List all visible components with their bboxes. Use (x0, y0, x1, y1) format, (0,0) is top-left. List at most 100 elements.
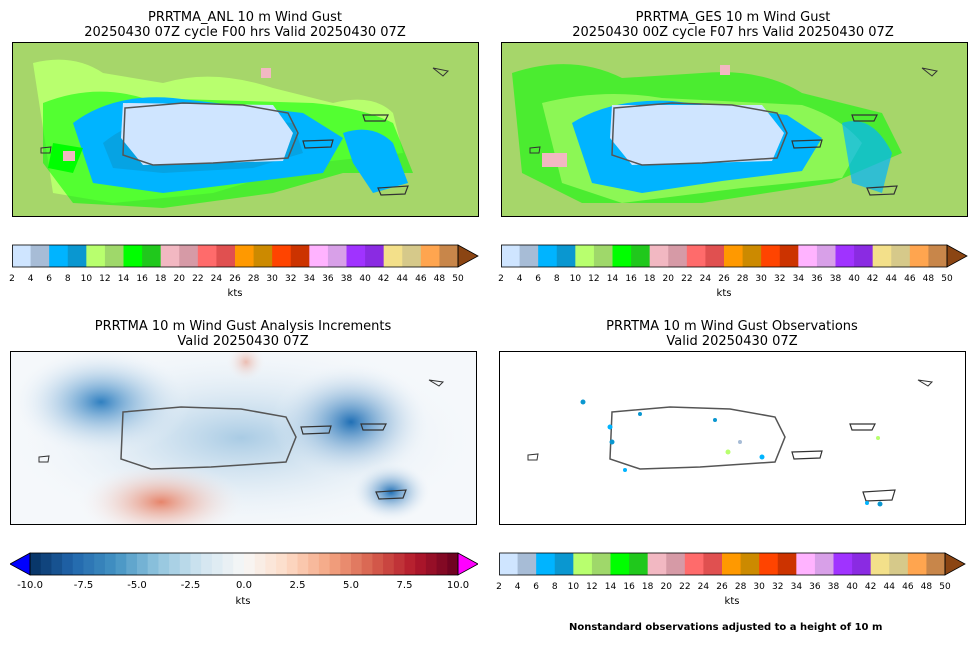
colorbar-swatch (393, 553, 405, 575)
colorbar-tick-label: 2 (9, 274, 15, 284)
colorbar-swatch (190, 553, 202, 575)
colorbar-tick-label: 16 (136, 274, 148, 284)
colorbar-tick-label: 2 (496, 582, 502, 592)
colorbar-swatch (318, 553, 330, 575)
colorbar-swatch (49, 245, 69, 267)
colorbar-tick-label: 8 (553, 274, 560, 284)
colorbar-tick-label: 46 (415, 274, 427, 284)
colorbar-swatch (759, 553, 779, 575)
colorbar-tick-label: 34 (790, 582, 803, 592)
colorbar-outline (499, 552, 946, 576)
colorbar-swatch (123, 245, 143, 267)
colorbar-tick-label: 36 (322, 274, 334, 284)
colorbar-swatch (290, 245, 310, 267)
colorbar-tick-label: 32 (285, 274, 297, 284)
colorbar-swatch (909, 245, 929, 267)
colorbar-swatch (854, 245, 874, 267)
colorbar-swatch (649, 245, 669, 267)
colorbar-swatch (740, 553, 760, 575)
colorbar-swatch (51, 553, 63, 575)
colorbar-tick-label: 22 (681, 274, 693, 284)
colorbar-tick-label: 48 (920, 582, 933, 592)
colorbar-swatch (889, 553, 909, 575)
colorbar-swatch (631, 245, 651, 267)
colorbar-tick-label: 4 (514, 582, 521, 592)
anl-map-field (13, 43, 478, 216)
colorbar-tick-label: 22 (192, 274, 204, 284)
colorbar-swatch (30, 245, 50, 267)
colorbar-swatch (197, 245, 217, 267)
obs-colorbar-ticks: 2 4 6 8 10 12 14 16 18 20 22 24 26 28 30 32 34 36 38 40 42 44… (496, 582, 951, 594)
colorbar-tick-label: 26 (718, 274, 730, 284)
colorbar-swatch (519, 245, 539, 267)
colorbar-swatch (610, 553, 630, 575)
colorbar-swatch (83, 553, 95, 575)
colorbar-tick-label: 36 (809, 582, 821, 592)
colorbar-swatch (798, 245, 818, 267)
colorbar-swatch (115, 553, 127, 575)
colorbar-swatch (647, 553, 667, 575)
colorbar-swatch (666, 553, 686, 575)
colorbar-swatch (327, 245, 347, 267)
colorbar-swatch (517, 553, 537, 575)
colorbar-tick-label: 5.0 (343, 580, 359, 591)
colorbar-swatch (928, 245, 948, 267)
colorbar-swatch (593, 245, 613, 267)
colorbar-tick-label: 40 (359, 274, 371, 284)
anl-map (12, 42, 479, 217)
ges-map (501, 42, 968, 217)
colorbar-swatch (724, 245, 743, 267)
colorbar-swatch (447, 553, 459, 575)
colorbar-swatch (779, 245, 799, 267)
colorbar-outline (29, 552, 459, 576)
colorbar-tick-label: 48 (922, 274, 935, 284)
colorbar-tick-label: 10 (80, 274, 93, 284)
colorbar-swatch (126, 553, 138, 575)
anl-colorbar: 2 4 6 8 10 12 14 16 18 20 22 24 26 28 30 32 34 36 38 40 42 44… (9, 244, 481, 299)
colorbar-swatch (201, 553, 213, 575)
colorbar-tick-label: 40 (848, 274, 860, 284)
colorbar-swatch (907, 553, 927, 575)
inc-colorbar-units: kts (235, 596, 251, 607)
colorbar-tick-label: 6 (535, 274, 542, 284)
colorbar-tick-label: 28 (734, 582, 747, 592)
ges-colorbar-units: kts (716, 288, 732, 299)
colorbar-swatch (340, 553, 352, 575)
obs-title-line2: Valid 20250430 07Z (666, 334, 798, 349)
colorbar-swatch (372, 553, 384, 575)
colorbar-swatch (425, 553, 437, 575)
colorbar-tick-label: 28 (736, 274, 749, 284)
colorbar-swatch (211, 553, 223, 575)
colorbar-swatch (12, 245, 31, 267)
colorbar-swatch (761, 245, 781, 267)
colorbar-swatch (346, 245, 366, 267)
colorbar-tick-label: 20 (660, 582, 672, 592)
obs-title-line1: PRRTMA 10 m Wind Gust Observations (606, 319, 858, 334)
inc-map-field (11, 352, 476, 524)
colorbar-swatch (816, 245, 836, 267)
colorbar-tick-label: 18 (154, 274, 167, 284)
colorbar-swatch (235, 245, 254, 267)
colorbar-tick-label: 48 (433, 274, 446, 284)
obs-map-field (527, 379, 934, 507)
ges-title-line2: 20250430 00Z cycle F07 hrs Valid 2025043… (572, 25, 894, 40)
colorbar-tick-label: 30 (753, 582, 765, 592)
obs-colorbar: 2 4 6 8 10 12 14 16 18 20 22 24 26 28 30 32 34 36 38 40 42 44… (496, 552, 968, 607)
colorbar-tick-label: 24 (699, 274, 712, 284)
colorbar-swatch (67, 245, 87, 267)
colorbar-tick-label: 16 (623, 582, 635, 592)
colorbar-swatch (686, 245, 706, 267)
colorbar-swatch (814, 553, 834, 575)
colorbar-swatch (926, 553, 946, 575)
colorbar-tick-label: 20 (173, 274, 185, 284)
colorbar-swatch (420, 245, 440, 267)
colorbar-swatch (383, 245, 403, 267)
colorbar-swatch (835, 245, 855, 267)
obs-title: PRRTMA 10 m Wind Gust Observations Valid… (499, 319, 965, 349)
colorbar-swatch (573, 553, 593, 575)
colorbar-swatch (742, 245, 762, 267)
colorbar-tick-label: -10.0 (17, 580, 43, 591)
colorbar-tick-label: 14 (117, 274, 130, 284)
colorbar-extend-arrow (944, 552, 966, 576)
colorbar-swatch (104, 553, 116, 575)
